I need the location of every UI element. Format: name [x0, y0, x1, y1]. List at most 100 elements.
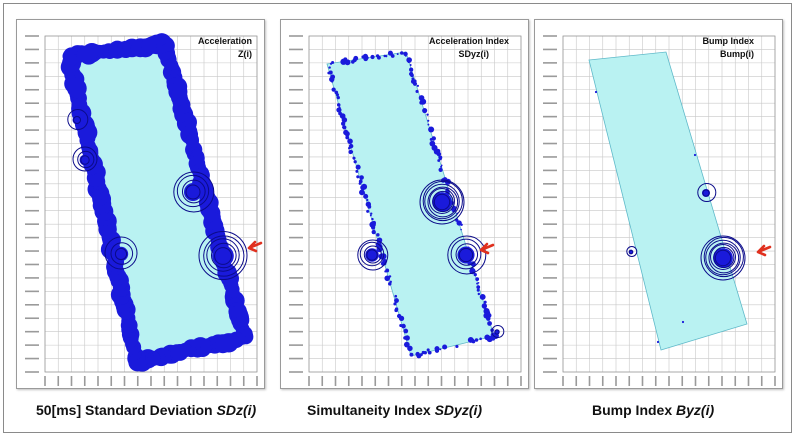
- x-tick-mark: [453, 376, 456, 386]
- panel-title-line2: Bump(i): [720, 49, 754, 59]
- event-marker: [184, 183, 202, 201]
- y-tick-mark: [289, 371, 303, 373]
- route-marker: [331, 87, 336, 92]
- route-marker: [396, 53, 399, 55]
- event-ring: [447, 235, 487, 275]
- route-marker: [455, 344, 459, 349]
- route-marker: [358, 179, 363, 184]
- route-marker: [384, 270, 387, 273]
- x-tick-mark: [123, 376, 126, 386]
- y-tick-mark: [25, 317, 39, 320]
- y-tick-mark: [289, 88, 303, 91]
- x-tick-mark: [242, 376, 245, 386]
- y-tick-mark: [25, 88, 39, 91]
- x-tick-mark: [321, 376, 324, 386]
- event-ring: [357, 239, 389, 271]
- route-marker: [341, 117, 346, 122]
- bump-marker: [693, 153, 697, 157]
- route-marker: [400, 51, 404, 55]
- y-tick-mark: [25, 290, 39, 293]
- y-tick-mark: [543, 102, 557, 104]
- event-ring: [424, 183, 460, 220]
- y-tick-mark: [543, 344, 557, 346]
- event-ring: [705, 239, 741, 276]
- route-marker: [406, 57, 412, 63]
- event-ring: [104, 236, 138, 270]
- y-tick-mark: [543, 223, 557, 225]
- x-tick-mark: [562, 376, 564, 386]
- route-marker: [409, 67, 414, 72]
- y-tick-mark: [25, 129, 39, 131]
- route-marker: [390, 54, 395, 58]
- x-tick-mark: [721, 376, 723, 386]
- y-tick-mark: [289, 115, 303, 118]
- caption-symbol: SDz(i): [216, 402, 257, 418]
- route-marker: [396, 313, 402, 319]
- red-arrow-icon: [756, 244, 772, 257]
- caption-symbol: Byz(i): [676, 402, 715, 418]
- route-marker: [394, 294, 398, 298]
- event-ring: [422, 180, 463, 222]
- y-tick-mark: [25, 304, 39, 306]
- event-ring: [494, 329, 500, 335]
- y-tick-mark: [289, 357, 303, 360]
- x-tick-labels: [562, 376, 776, 386]
- route-marker: [336, 103, 341, 107]
- event-marker: [457, 246, 475, 264]
- route-marker: [439, 348, 442, 351]
- y-tick-mark: [543, 156, 557, 158]
- route-marker: [387, 50, 393, 56]
- caption-simultaneity-index: Simultaneity Index SDyz(i): [307, 402, 482, 418]
- route-marker: [467, 336, 474, 343]
- x-tick-mark: [334, 376, 337, 386]
- y-tick-mark: [289, 236, 303, 239]
- route-marker: [336, 95, 340, 100]
- event-ring: [73, 116, 81, 124]
- event-ring: [626, 246, 638, 257]
- route-marker: [352, 156, 356, 160]
- event-marker: [365, 248, 379, 262]
- x-tick-mark: [347, 376, 350, 386]
- event-ring: [429, 188, 455, 214]
- route-marker: [487, 321, 492, 326]
- event-ring: [77, 150, 95, 169]
- event-marker: [432, 192, 452, 212]
- route-marker: [366, 209, 370, 213]
- event-rings: [357, 179, 505, 338]
- x-tick-mark: [176, 376, 179, 386]
- route-marker: [347, 138, 353, 145]
- x-tick-mark: [493, 376, 496, 386]
- x-tick-mark: [506, 376, 509, 386]
- x-tick-mark: [747, 376, 750, 386]
- x-tick-mark: [628, 376, 631, 386]
- event-rings: [67, 109, 248, 280]
- y-tick-mark: [289, 183, 303, 185]
- x-tick-mark: [440, 376, 443, 386]
- y-tick-mark: [289, 290, 303, 293]
- route-marker: [476, 282, 479, 285]
- route-marker: [475, 277, 480, 282]
- route-marker: [348, 143, 354, 149]
- y-tick-mark: [25, 236, 39, 239]
- event-ring: [708, 242, 740, 274]
- route-marker: [350, 150, 354, 154]
- route-marker: [371, 220, 376, 226]
- route-marker: [365, 201, 372, 207]
- route-marker: [355, 169, 359, 173]
- route-marker: [393, 302, 397, 306]
- event-ring: [176, 174, 210, 208]
- event-ring: [203, 235, 245, 277]
- x-tick-mark: [150, 376, 152, 386]
- route-marker: [405, 55, 407, 57]
- y-tick-mark: [25, 277, 39, 279]
- route-marker: [434, 346, 440, 352]
- x-tick-mark: [467, 376, 469, 386]
- figure-frame: Acceleration Z(i) Acceleration Index SDy…: [3, 3, 792, 433]
- route-marker: [406, 342, 409, 345]
- event-ring: [181, 179, 206, 204]
- y-tick-mark: [289, 250, 303, 252]
- x-tick-mark: [575, 376, 578, 386]
- y-tick-mark: [289, 330, 303, 333]
- plot-border: [562, 35, 776, 373]
- y-tick-mark: [25, 48, 39, 51]
